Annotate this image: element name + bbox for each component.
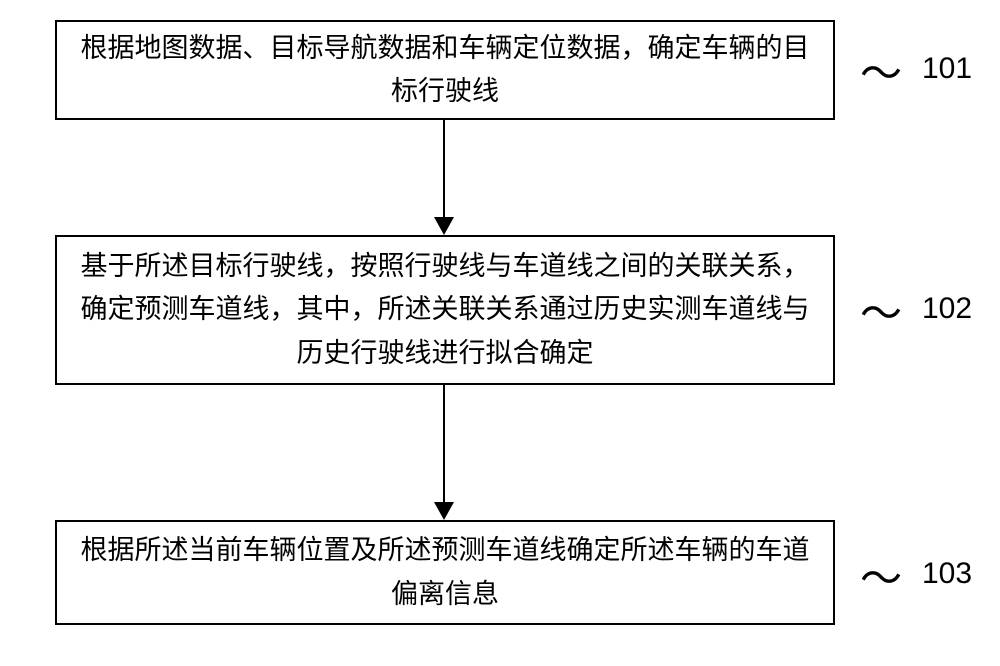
connector-tilde-3: 〜	[860, 545, 902, 606]
flowchart-canvas: 根据地图数据、目标导航数据和车辆定位数据，确定车辆的目标行驶线 〜 101 基于…	[0, 0, 1000, 666]
arrow-1-line	[443, 120, 445, 217]
step-2-label: 102	[922, 292, 972, 326]
arrow-2-line	[443, 385, 445, 502]
flowchart-step-1: 根据地图数据、目标导航数据和车辆定位数据，确定车辆的目标行驶线	[55, 20, 835, 120]
step-1-label: 101	[922, 52, 972, 86]
flowchart-step-3: 根据所述当前车辆位置及所述预测车道线确定所述车辆的车道偏离信息	[55, 520, 835, 625]
connector-tilde-2: 〜	[860, 280, 902, 341]
step-3-text: 根据所述当前车辆位置及所述预测车道线确定所述车辆的车道偏离信息	[77, 529, 813, 615]
step-2-text: 基于所述目标行驶线，按照行驶线与车道线之间的关联关系，确定预测车道线，其中，所述…	[77, 245, 813, 375]
arrow-1-head	[434, 217, 454, 235]
step-3-label: 103	[922, 557, 972, 591]
arrow-2-head	[434, 502, 454, 520]
connector-tilde-1: 〜	[860, 40, 902, 101]
flowchart-step-2: 基于所述目标行驶线，按照行驶线与车道线之间的关联关系，确定预测车道线，其中，所述…	[55, 235, 835, 385]
step-1-text: 根据地图数据、目标导航数据和车辆定位数据，确定车辆的目标行驶线	[77, 27, 813, 113]
